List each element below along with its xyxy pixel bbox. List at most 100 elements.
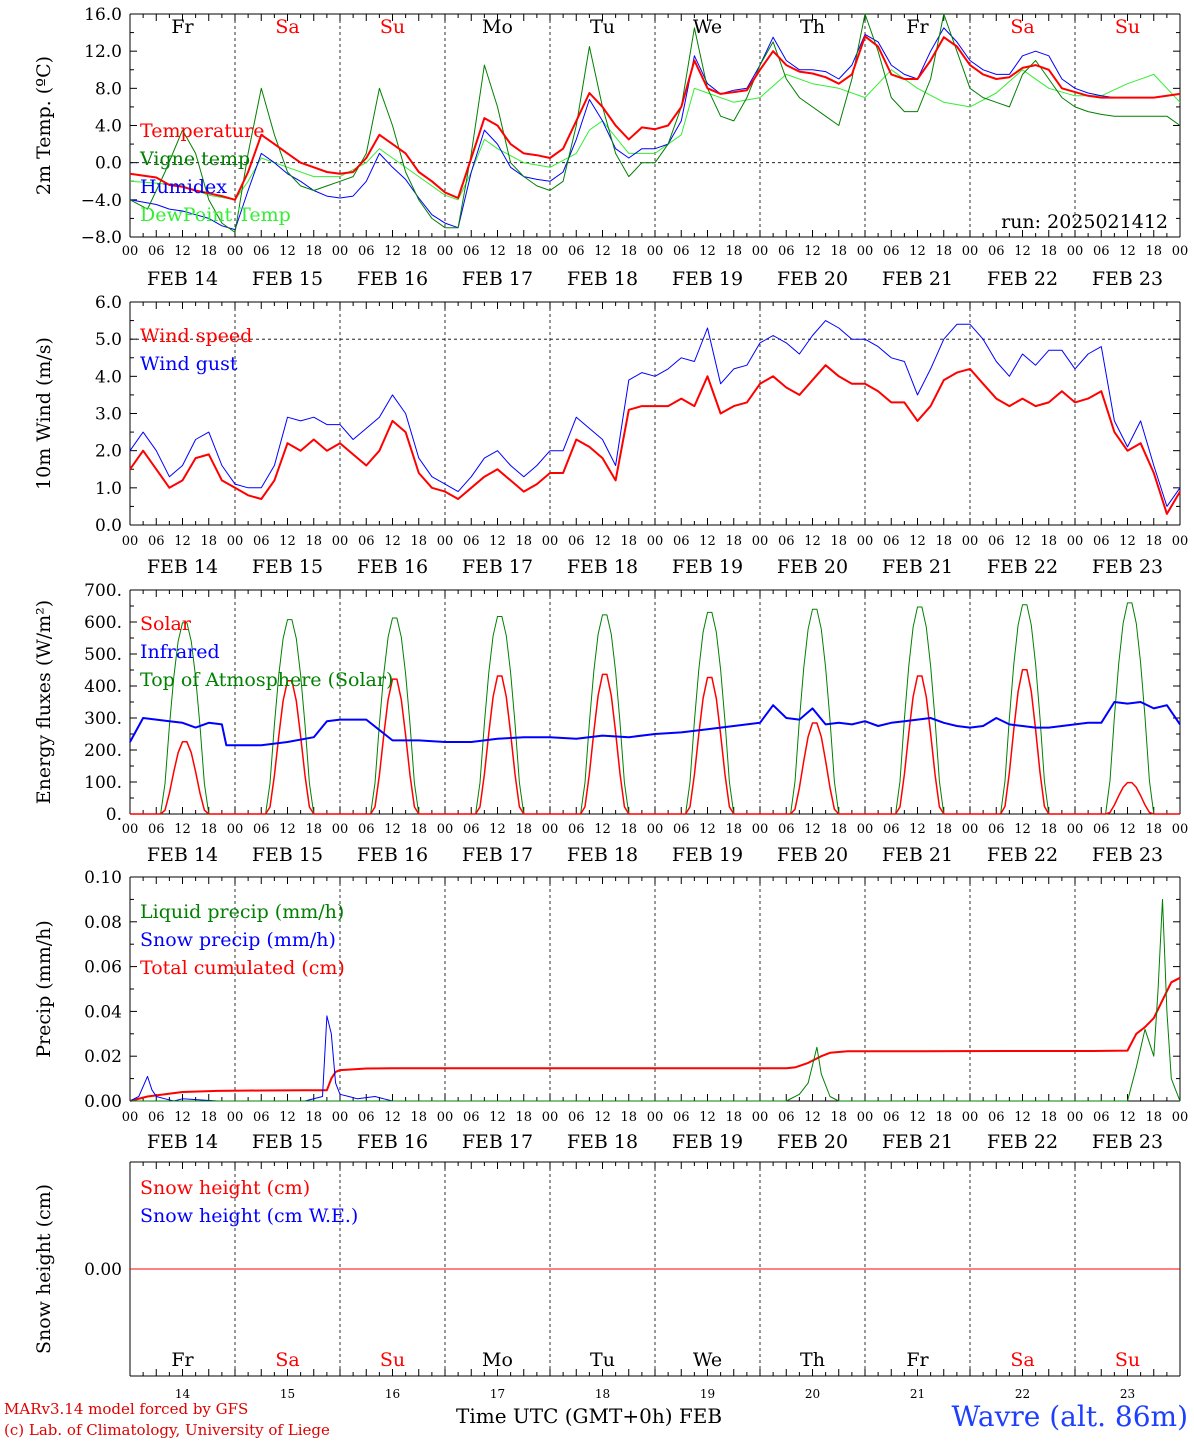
panel-0-hour-label: 18 <box>200 244 217 259</box>
series-wind-gust-line <box>129 320 1181 507</box>
panel-0-hour-label: 18 <box>725 244 742 259</box>
panel-1-hour-label: 06 <box>883 534 900 549</box>
panel-3-hour-label: 18 <box>830 1110 847 1125</box>
panel-1-hour-label: 18 <box>410 534 427 549</box>
panel-2-hour-label: 06 <box>253 822 270 837</box>
panel-0-date-label: FEB 21 <box>882 268 953 290</box>
panel-1-date-label: FEB 22 <box>987 556 1058 578</box>
panel-3-ytick-label: 0.06 <box>84 958 122 978</box>
panel-1-hour-label: 06 <box>148 534 165 549</box>
panel-1-hour-label: 06 <box>253 534 270 549</box>
panel-1-hour-label: 06 <box>358 534 375 549</box>
panel-1-hour-label: 18 <box>305 534 322 549</box>
panel-1-hour-label: 12 <box>384 534 401 549</box>
panel-2-hour-label: 06 <box>673 822 690 837</box>
panel-1-hour-label: 18 <box>200 534 217 549</box>
panel-2-hour-label: 06 <box>883 822 900 837</box>
panel-2-ytick-label: 500. <box>84 645 122 665</box>
panel-0-hour-label: 12 <box>699 244 716 259</box>
panel-1-hour-label: 12 <box>1119 534 1136 549</box>
panel-3-hour-label: 00 <box>857 1110 874 1125</box>
panel-1-date-label: FEB 14 <box>147 556 218 578</box>
panel-2-legend-infrared: Infrared <box>140 641 220 663</box>
day-of-week-label: Sa <box>1010 16 1034 38</box>
panel-3-hour-label: 00 <box>122 1110 139 1125</box>
panel-0-hour-label: 00 <box>542 244 559 259</box>
panel-0-ytick-label: −4.0 <box>81 191 122 211</box>
panel-3-hour-label: 18 <box>1040 1110 1057 1125</box>
panel-0-y-axis-label: 2m Temp. (ºC) <box>33 56 55 195</box>
panel-3-hour-label: 06 <box>673 1110 690 1125</box>
panel-0-hour-label: 06 <box>1093 244 1110 259</box>
day-of-week-label: Th <box>800 1349 825 1371</box>
panel-2-hour-label: 06 <box>568 822 585 837</box>
panel-2-hour-label: 00 <box>122 822 139 837</box>
panel-1-hour-label: 00 <box>437 534 454 549</box>
panel-2-hour-label: 12 <box>174 822 191 837</box>
panel-1-hour-label: 18 <box>515 534 532 549</box>
panel-2-hour-label: 12 <box>909 822 926 837</box>
panel-1-legend-wind-speed: Wind speed <box>140 325 252 347</box>
panel-1-hour-label: 00 <box>122 534 139 549</box>
panel-1-date-label: FEB 21 <box>882 556 953 578</box>
panel-0-date-label: FEB 18 <box>567 268 638 290</box>
panel-2-hour-label: 12 <box>804 822 821 837</box>
day-of-week-label: Tu <box>590 1349 615 1371</box>
panel-1-hour-label: 06 <box>568 534 585 549</box>
x-axis-title: Time UTC (GMT+0h) FEB <box>456 1404 723 1428</box>
panel-1-hour-label: 12 <box>489 534 506 549</box>
panel-0-hour-label: 12 <box>909 244 926 259</box>
panel-0-hour-label: 12 <box>174 244 191 259</box>
panel-2-hour-label: 12 <box>1014 822 1031 837</box>
panel-3-hour-label: 06 <box>988 1110 1005 1125</box>
panel-0-hour-label: 18 <box>515 244 532 259</box>
panel-2-hour-label: 18 <box>935 822 952 837</box>
series-vigne-temp-line <box>129 13 1181 233</box>
panel-2-y-axis-label: Energy fluxes (W/m²) <box>33 600 55 804</box>
panel-3-hour-label: 12 <box>594 1110 611 1125</box>
day-number-label: 19 <box>700 1387 715 1401</box>
panel-1-hour-label: 06 <box>778 534 795 549</box>
panel-1-hour-label: 12 <box>699 534 716 549</box>
panel-2-date-label: FEB 16 <box>357 844 428 866</box>
day-of-week-label: Su <box>1115 16 1140 38</box>
panel-0-ytick-label: 16.0 <box>84 5 122 25</box>
panel-1-date-label: FEB 19 <box>672 556 743 578</box>
panel-0-hour-label: 00 <box>227 244 244 259</box>
day-of-week-label: Tu <box>590 16 615 38</box>
panel-3-hour-label: 12 <box>1119 1110 1136 1125</box>
panel-2-hour-label: 18 <box>725 822 742 837</box>
day-of-week-label: Su <box>380 16 405 38</box>
panel-1-hour-label: 00 <box>752 534 769 549</box>
panel-2-hour-label: 06 <box>1093 822 1110 837</box>
day-of-week-label: Su <box>380 1349 405 1371</box>
panel-0-legend-dewpoint-temp: DewPoint Temp <box>140 204 291 226</box>
panel-0-hour-label: 06 <box>358 244 375 259</box>
panel-0-ytick-label: 12.0 <box>84 42 122 62</box>
panel-2-hour-label: 18 <box>305 822 322 837</box>
panel-3-hour-label: 00 <box>332 1110 349 1125</box>
panel-0-hour-label: 00 <box>857 244 874 259</box>
solar-line <box>130 668 1180 815</box>
panel-2-date-label: FEB 21 <box>882 844 953 866</box>
station-name: Wavre (alt. 86m) <box>951 1400 1188 1433</box>
panel-1-hour-label: 12 <box>174 534 191 549</box>
panel-4-legend-snow-height-cm-: Snow height (cm) <box>140 1177 310 1199</box>
panel-2-date-label: FEB 20 <box>777 844 848 866</box>
panel-0-hour-label: 12 <box>279 244 296 259</box>
panel-0-hour-label: 00 <box>332 244 349 259</box>
panel-1-hour-label: 00 <box>1067 534 1084 549</box>
panel-2-date-label: FEB 23 <box>1092 844 1163 866</box>
panel-1-hour-label: 12 <box>594 534 611 549</box>
panel-1-hour-label: 00 <box>332 534 349 549</box>
panel-2-ytick-label: 600. <box>84 613 122 633</box>
panel-0-hour-label: 18 <box>620 244 637 259</box>
panel-2-hour-label: 06 <box>988 822 1005 837</box>
panel-2-hour-label: 18 <box>515 822 532 837</box>
panel-0-hour-label: 18 <box>305 244 322 259</box>
panel-3-ytick-label: 0.00 <box>84 1092 122 1112</box>
series-wind-speed-line <box>129 364 1181 515</box>
panel-1-hour-label: 00 <box>647 534 664 549</box>
panel-0-ytick-label: −8.0 <box>81 228 122 248</box>
panel-3-ytick-label: 0.08 <box>84 913 122 933</box>
